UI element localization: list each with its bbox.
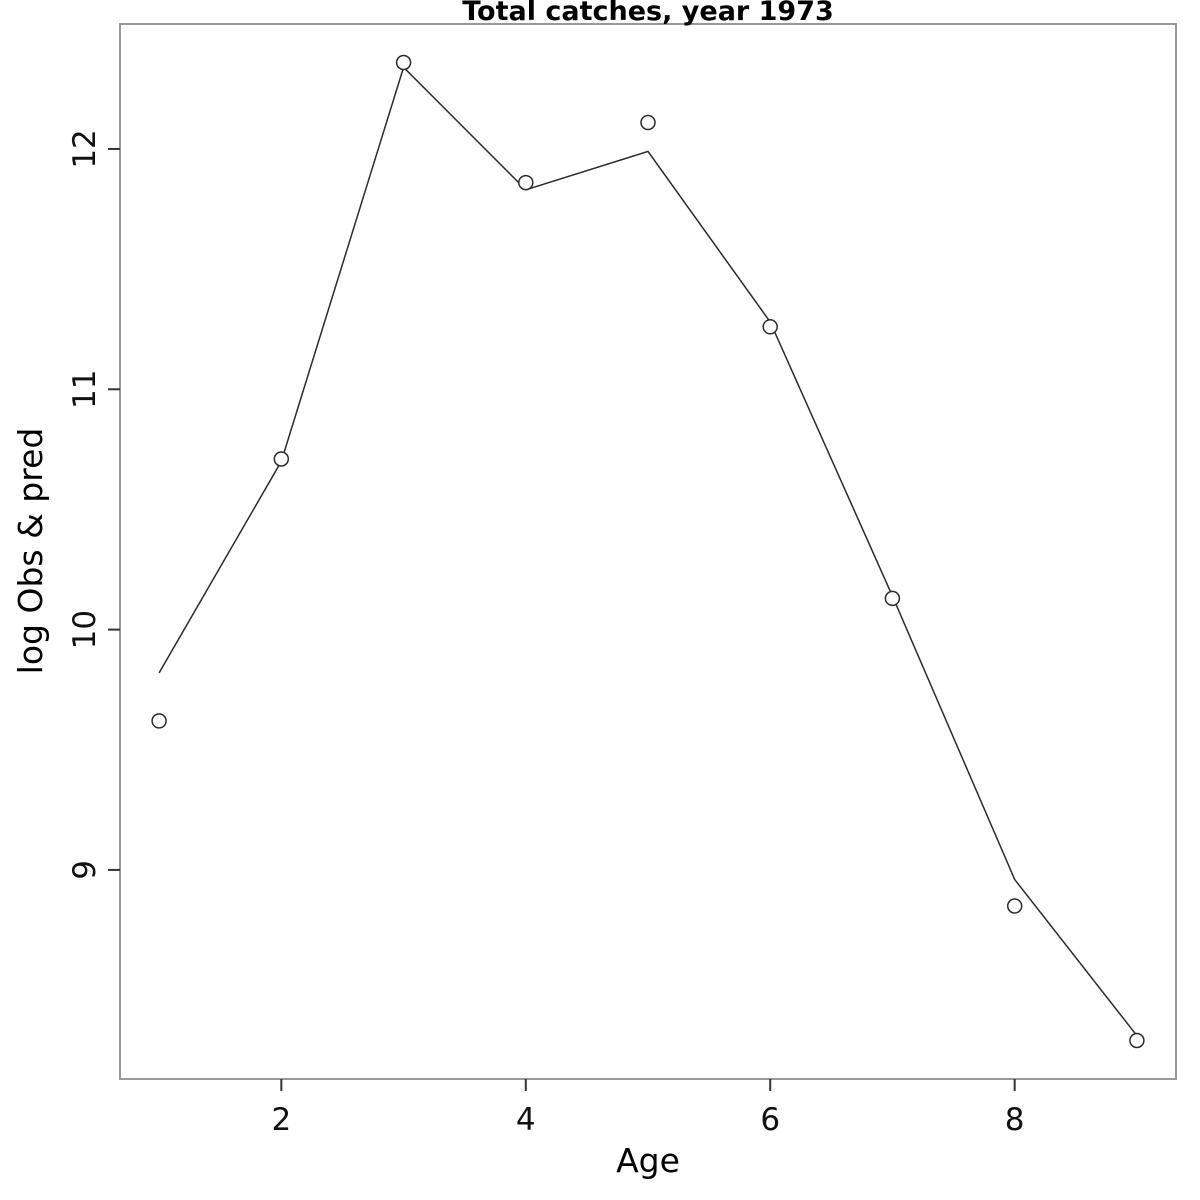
plot-border (119, 23, 1177, 1080)
x-tick-label: 4 (516, 1102, 536, 1138)
observation-point (1006, 898, 1023, 914)
x-tick-label: 8 (1005, 1102, 1025, 1138)
x-tick-label: 6 (760, 1102, 780, 1138)
observation-point (395, 54, 412, 71)
y-tick-label: 12 (67, 129, 103, 168)
y-axis-title: log Obs & pred (11, 428, 50, 675)
observation-point (1129, 1032, 1145, 1049)
observation-point (151, 713, 167, 729)
x-axis-title: Age (616, 1141, 680, 1180)
observation-point (640, 114, 656, 131)
y-tick-label: 9 (67, 860, 103, 880)
observation-point (884, 590, 901, 607)
y-axis-ticks: 9 10 11 12 (67, 129, 120, 880)
observation-point (273, 451, 290, 467)
observation-point (518, 174, 534, 191)
x-axis-ticks: 2 4 6 8 (271, 1079, 1025, 1138)
y-tick-label: 10 (67, 610, 103, 649)
prediction-line (158, 65, 1138, 1037)
x-tick-label: 2 (271, 1102, 291, 1138)
observation-points-group (151, 54, 1145, 1049)
observation-point (762, 319, 778, 335)
chart-title: Total catches, year 1973 (462, 0, 834, 27)
prediction-line-group (158, 65, 1138, 1037)
y-tick-label: 11 (67, 370, 103, 409)
